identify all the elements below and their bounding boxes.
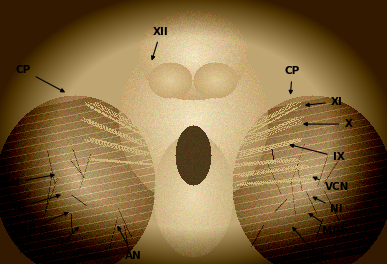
Text: TN: TN xyxy=(42,227,79,261)
Text: MRF: MRF xyxy=(10,213,68,236)
Text: TN: TN xyxy=(293,228,325,261)
Text: NI: NI xyxy=(313,197,343,214)
Text: XI: XI xyxy=(306,97,342,107)
Text: MRF: MRF xyxy=(309,214,348,236)
Text: NI: NI xyxy=(13,195,60,212)
Text: X: X xyxy=(304,119,352,129)
Text: CP: CP xyxy=(15,65,64,92)
Text: VCN: VCN xyxy=(0,174,54,188)
Text: XII: XII xyxy=(151,27,168,59)
Text: CP: CP xyxy=(284,66,300,94)
Text: IX: IX xyxy=(290,144,344,162)
Text: VCN: VCN xyxy=(313,177,349,192)
Text: AN: AN xyxy=(118,227,142,261)
